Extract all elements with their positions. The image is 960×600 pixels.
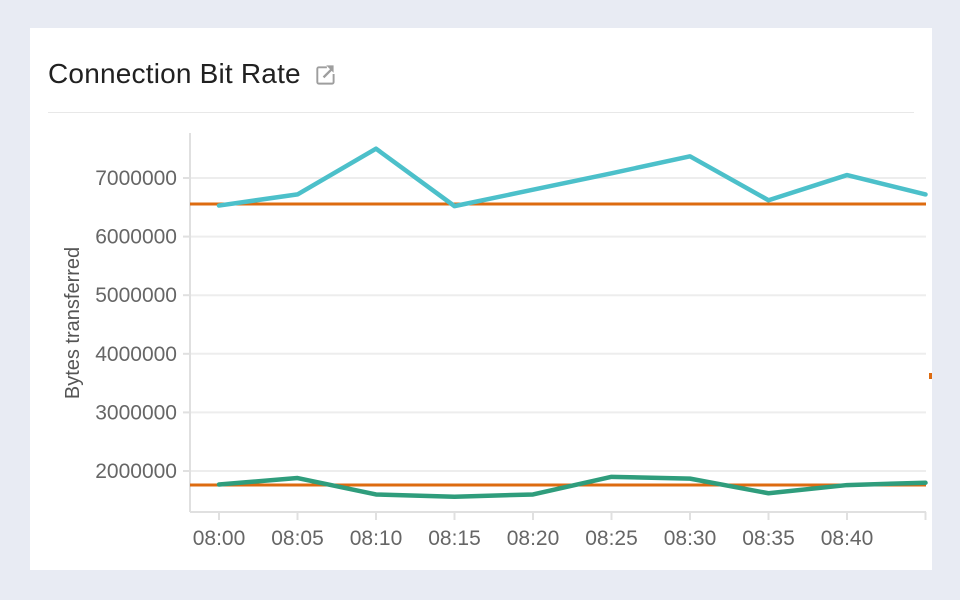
x-tick-label: 08:20 [507,527,560,550]
x-tick-label: 08:15 [428,527,481,550]
x-tick-label: 08:10 [350,527,403,550]
chart-title: Connection Bit Rate [48,58,301,89]
open-in-new-window-icon[interactable] [313,63,336,86]
y-tick-label: 2000000 [95,460,177,483]
y-tick-label: 3000000 [95,401,177,424]
x-tick-label: 08:05 [271,527,324,550]
clipped-edge-marker [929,373,932,379]
chart-canvas: 2000000 3000000 4000000 5000000 6000000 70000… [62,133,928,550]
y-tick-label: 4000000 [95,343,177,366]
y-tick-label: 5000000 [95,284,177,307]
chart-card: Connection Bit Rate 2000000 3000000 400000… [30,28,932,570]
chart-header: Connection Bit Rate [48,58,336,90]
x-tick-label: 08:40 [821,527,874,550]
x-tick-label: 08:30 [664,527,717,550]
header-divider [48,112,914,113]
x-tick-label: 08:35 [742,527,795,550]
y-tick-label: 7000000 [95,167,177,190]
line-series-2 [216,474,928,500]
line-series-1 [216,146,928,209]
y-axis-title: Bytes transferred [62,247,84,399]
x-tick-label: 08:00 [193,527,246,550]
y-tick-label: 6000000 [95,226,177,249]
x-tick-label: 08:25 [585,527,638,550]
